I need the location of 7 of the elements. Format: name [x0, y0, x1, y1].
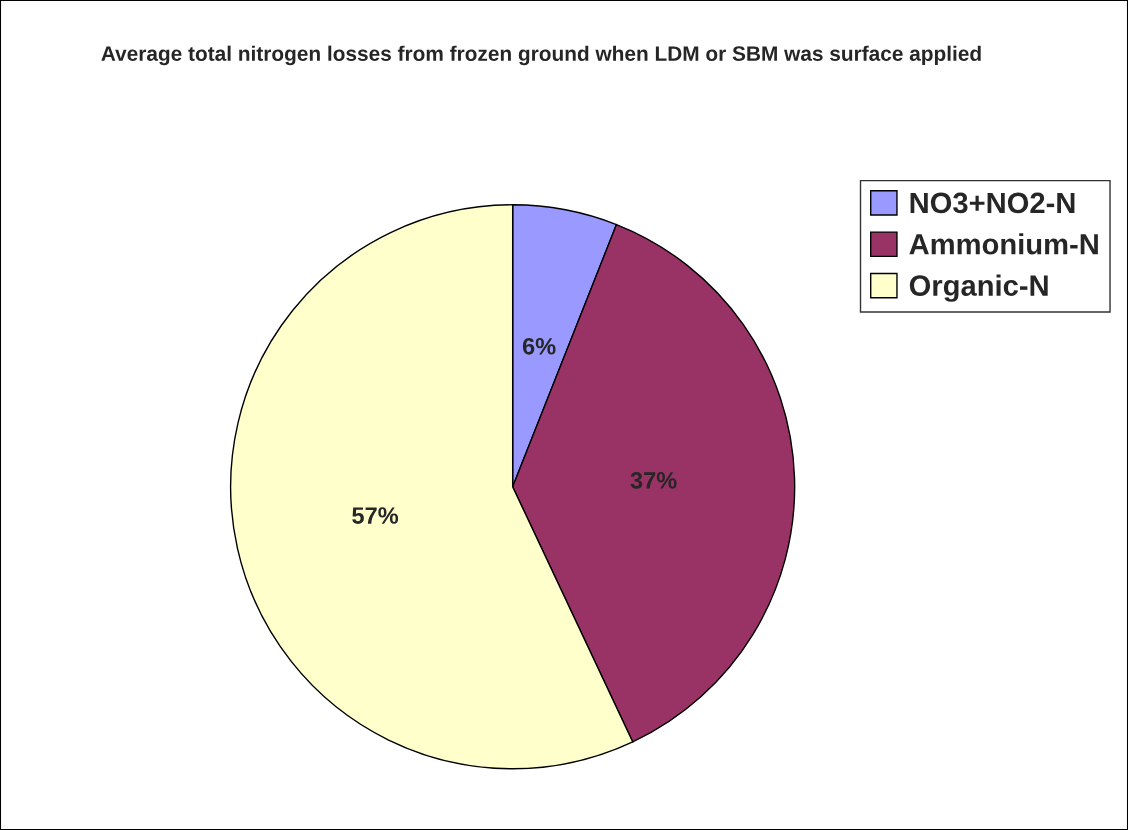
legend-label: Organic-N — [909, 274, 1048, 302]
chart-title: Average total nitrogen losses from frozen ground when LDM or SBM was surface applied — [101, 45, 981, 66]
data-label: 37% — [630, 471, 677, 489]
data-label: 6% — [522, 337, 556, 355]
data-label: 57% — [352, 507, 399, 524]
legend-label: Ammonium-N — [909, 233, 1098, 255]
legend-label: NO3+NO2-N — [910, 192, 1075, 214]
